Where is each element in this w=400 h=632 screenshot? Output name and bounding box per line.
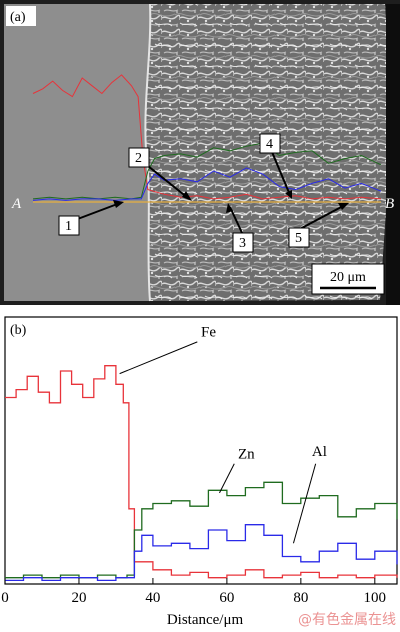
leader-line-al xyxy=(292,463,317,544)
marker-label-3-text: 3 xyxy=(239,236,246,251)
leader-line-fe xyxy=(119,341,198,375)
point-b-label: B xyxy=(385,196,394,212)
linescan-chart: (b) Fe Zn Al 0 20 40 60 80 100 Distance/μm @有色金… xyxy=(1,316,398,628)
arrow-heads xyxy=(113,190,349,213)
marker-label-3: 3 xyxy=(232,232,254,253)
chart-frame xyxy=(4,316,398,585)
marker-label-1: 1 xyxy=(58,215,80,236)
panel-a-label: (a) xyxy=(10,10,26,25)
marker-label-4-text: 4 xyxy=(266,137,273,152)
x-tick-label: 20 xyxy=(71,590,86,606)
series-label-al: Al xyxy=(312,444,327,460)
series-line-zn xyxy=(5,481,398,579)
x-axis-title: Distance/μm xyxy=(167,612,244,628)
marker-arrows xyxy=(74,151,346,236)
series-label-fe: Fe xyxy=(201,325,216,341)
x-tick-label: 0 xyxy=(1,590,9,606)
overlay-al-trace xyxy=(32,167,382,201)
marker-label-1-text: 1 xyxy=(65,219,72,234)
x-tick-label: 40 xyxy=(145,590,160,606)
overlay-fe-trace xyxy=(32,74,382,200)
marker-label-5: 5 xyxy=(288,227,310,248)
panel-a-label-box xyxy=(6,6,36,26)
scale-bar-label: 20 μm xyxy=(330,270,366,285)
series-label-zn: Zn xyxy=(238,446,255,462)
steel-substrate-region xyxy=(4,4,150,301)
x-tick-label: 60 xyxy=(219,590,234,606)
sem-micrograph-panel: (a) A B 1 2 3 4 5 20 μm xyxy=(0,0,400,305)
marker-label-4: 4 xyxy=(259,133,281,154)
scale-bar: 20 μm xyxy=(311,263,385,295)
marker-label-2-text: 2 xyxy=(135,151,142,166)
x-tick-label: 100 xyxy=(364,590,387,606)
marker-label-2: 2 xyxy=(128,147,150,168)
series-line-fe xyxy=(5,365,398,579)
point-a-label: A xyxy=(11,196,22,212)
panel-b-label: (b) xyxy=(10,323,27,338)
outer-edge xyxy=(386,4,400,305)
watermark-text: @有色金属在线 xyxy=(298,611,396,628)
marker-label-5-text: 5 xyxy=(295,231,302,246)
leader-line-zn xyxy=(219,463,235,494)
series-line-al xyxy=(5,524,398,582)
x-tick-label: 80 xyxy=(293,590,308,606)
